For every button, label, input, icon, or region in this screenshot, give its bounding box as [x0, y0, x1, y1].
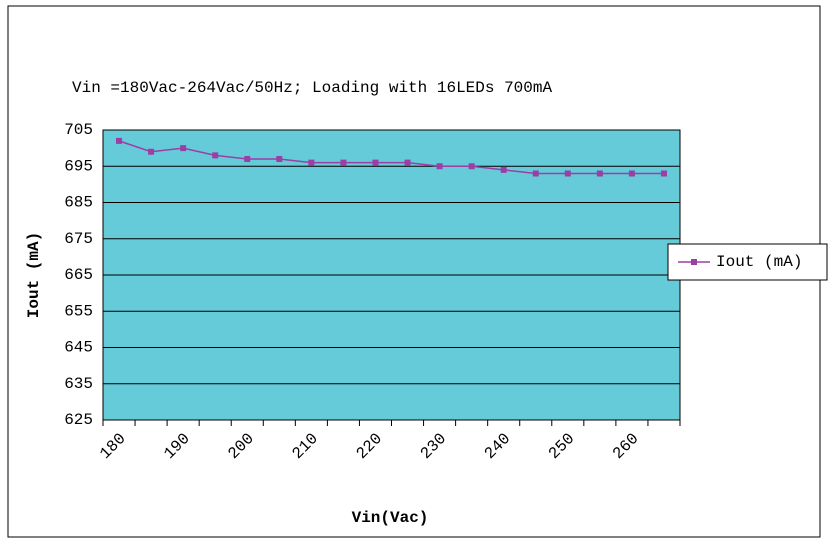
- point: [500, 166, 507, 173]
- point: [212, 152, 219, 159]
- legend-marker: [691, 259, 697, 265]
- y-tick-label: 695: [64, 157, 93, 175]
- chart-title: Vin =180Vac-264Vac/50Hz; Loading with 16…: [72, 79, 552, 97]
- legend-label: Iout (mA): [716, 253, 802, 271]
- y-tick-label: 685: [64, 194, 93, 212]
- y-tick-label: 675: [64, 230, 93, 248]
- point: [468, 163, 475, 170]
- y-tick-label: 705: [64, 121, 93, 139]
- x-axis-label: Vin(Vac): [352, 509, 429, 527]
- point: [436, 163, 443, 170]
- y-axis-label: Iout (mA): [25, 232, 43, 318]
- point: [404, 159, 411, 166]
- y-tick-label: 665: [64, 266, 93, 284]
- line: [118, 140, 664, 175]
- point: [372, 159, 379, 166]
- point: [180, 145, 187, 152]
- point: [340, 159, 347, 166]
- point: [532, 170, 539, 177]
- point: [628, 170, 635, 177]
- point: [148, 148, 155, 155]
- point: [116, 137, 123, 144]
- y-tick-label: 655: [64, 302, 93, 320]
- point: [244, 156, 251, 162]
- y-tick-label: 635: [64, 375, 93, 393]
- point: [660, 170, 667, 177]
- y-tick-label: 645: [64, 339, 93, 357]
- point: [596, 170, 603, 177]
- y-tick-label: 625: [64, 411, 93, 429]
- point: [308, 159, 315, 166]
- point: [276, 156, 283, 162]
- point: [564, 170, 571, 177]
